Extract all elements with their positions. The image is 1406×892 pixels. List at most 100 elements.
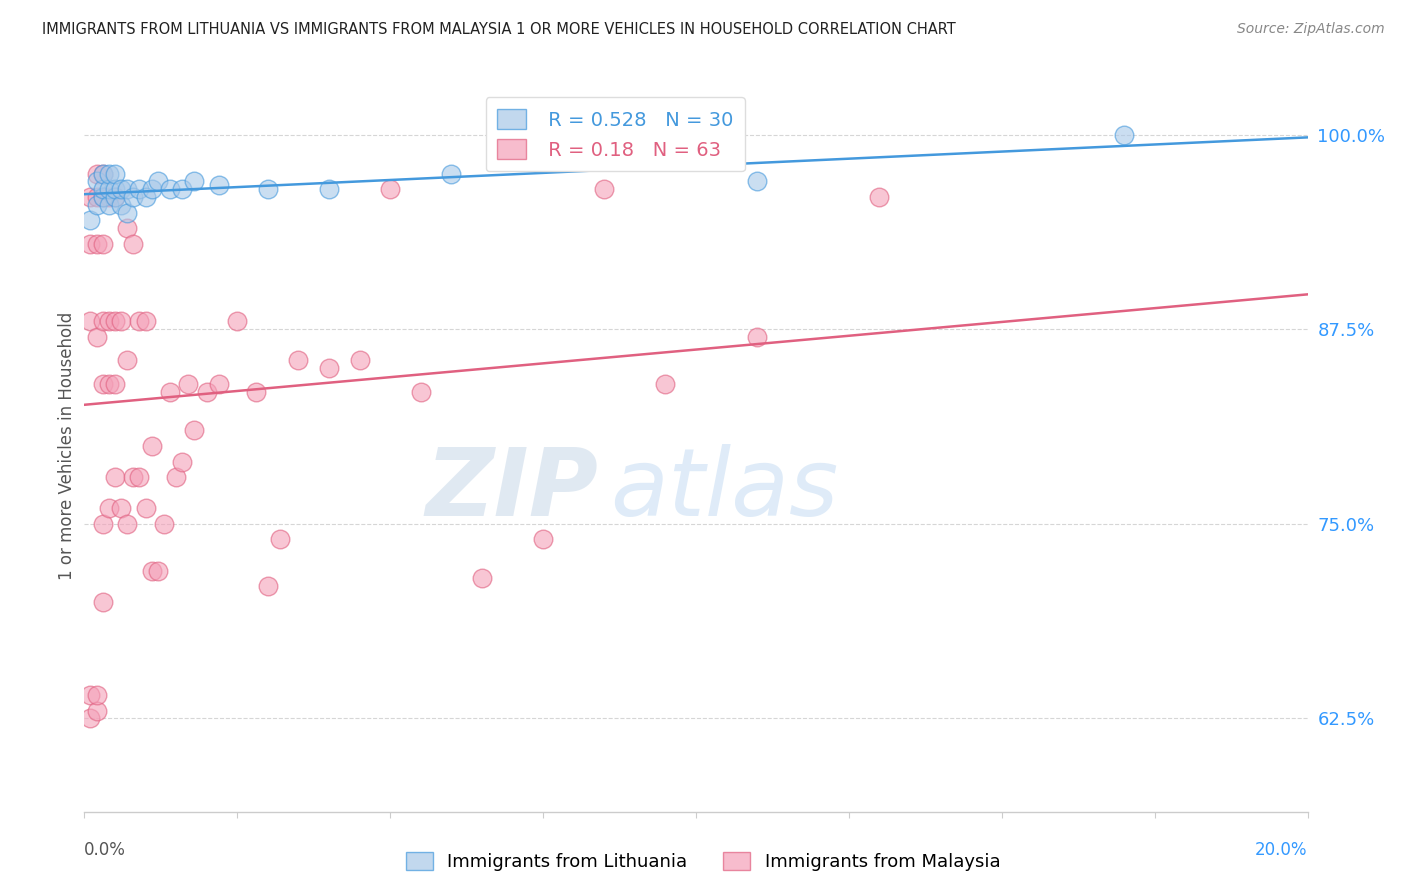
Point (79, 236, 101, 251)
Y-axis label: 1 or more Vehicles in Household: 1 or more Vehicles in Household (58, 312, 76, 580)
Point (146, 174, 169, 188)
Point (115, 516, 138, 531)
Point (122, 470, 145, 484)
Point (183, 174, 205, 188)
Point (86, 167, 108, 181)
Text: atlas: atlas (610, 444, 838, 535)
Text: ZIP: ZIP (425, 444, 598, 536)
Point (86, 688, 108, 702)
Point (79, 213, 101, 227)
Point (97, 198, 120, 212)
Point (91, 182, 114, 196)
Point (245, 384, 267, 399)
Point (110, 198, 132, 212)
Point (97, 314, 120, 328)
Point (177, 376, 200, 391)
Point (79, 314, 101, 328)
Point (86, 190, 108, 204)
Point (128, 470, 150, 484)
Point (1114, 128, 1136, 142)
Point (110, 314, 132, 328)
Point (104, 376, 127, 391)
Point (159, 182, 181, 196)
Point (269, 533, 291, 547)
Point (86, 236, 108, 251)
Point (115, 221, 138, 235)
Point (115, 353, 138, 368)
Text: 20.0%: 20.0% (1256, 841, 1308, 859)
Point (104, 190, 127, 204)
Point (128, 182, 150, 196)
Point (104, 167, 127, 181)
Point (91, 236, 114, 251)
Point (79, 190, 101, 204)
Point (349, 353, 371, 368)
Point (91, 376, 114, 391)
Point (110, 501, 132, 516)
Point (531, 533, 554, 547)
Point (135, 501, 157, 516)
Point (208, 376, 231, 391)
Point (654, 376, 676, 391)
Point (135, 190, 157, 204)
Point (91, 190, 114, 204)
Point (104, 190, 127, 204)
Point (91, 516, 114, 531)
Point (141, 439, 163, 453)
Point (135, 314, 157, 328)
Point (153, 516, 176, 531)
Point (86, 704, 108, 718)
Point (91, 314, 114, 328)
Point (146, 564, 169, 578)
Point (593, 182, 616, 196)
Text: Source: ZipAtlas.com: Source: ZipAtlas.com (1237, 22, 1385, 37)
Point (471, 571, 494, 585)
Point (380, 182, 402, 196)
Point (97, 501, 120, 516)
Point (79, 688, 101, 702)
Point (440, 167, 463, 181)
Point (91, 594, 114, 608)
Point (318, 361, 340, 376)
Point (86, 174, 108, 188)
Point (97, 182, 120, 196)
Point (91, 167, 114, 181)
Point (183, 424, 205, 438)
Point (747, 174, 769, 188)
Point (195, 384, 218, 399)
Point (115, 205, 138, 219)
Point (86, 198, 108, 212)
Point (79, 711, 101, 725)
Point (141, 182, 163, 196)
Point (104, 182, 127, 196)
Point (97, 376, 120, 391)
Point (172, 182, 194, 196)
Point (287, 353, 309, 368)
Point (115, 182, 138, 196)
Point (104, 314, 127, 328)
Point (104, 470, 127, 484)
Text: IMMIGRANTS FROM LITHUANIA VS IMMIGRANTS FROM MALAYSIA 1 OR MORE VEHICLES IN HOUS: IMMIGRANTS FROM LITHUANIA VS IMMIGRANTS … (42, 22, 956, 37)
Point (128, 314, 150, 328)
Point (159, 384, 181, 399)
Point (122, 236, 145, 251)
Point (172, 454, 194, 468)
Point (97, 167, 120, 181)
Legend:  R = 0.528   N = 30,  R = 0.18   N = 63: R = 0.528 N = 30, R = 0.18 N = 63 (485, 97, 745, 171)
Point (165, 470, 187, 484)
Point (869, 190, 891, 204)
Point (110, 182, 132, 196)
Point (91, 167, 114, 181)
Point (97, 190, 120, 204)
Point (226, 314, 249, 328)
Point (257, 182, 280, 196)
Text: 0.0%: 0.0% (84, 841, 127, 859)
Legend: Immigrants from Lithuania, Immigrants from Malaysia: Immigrants from Lithuania, Immigrants fr… (398, 845, 1008, 879)
Point (208, 178, 231, 192)
Point (141, 564, 163, 578)
Point (257, 579, 280, 593)
Point (747, 330, 769, 344)
Point (91, 190, 114, 204)
Point (122, 190, 145, 204)
Point (86, 330, 108, 344)
